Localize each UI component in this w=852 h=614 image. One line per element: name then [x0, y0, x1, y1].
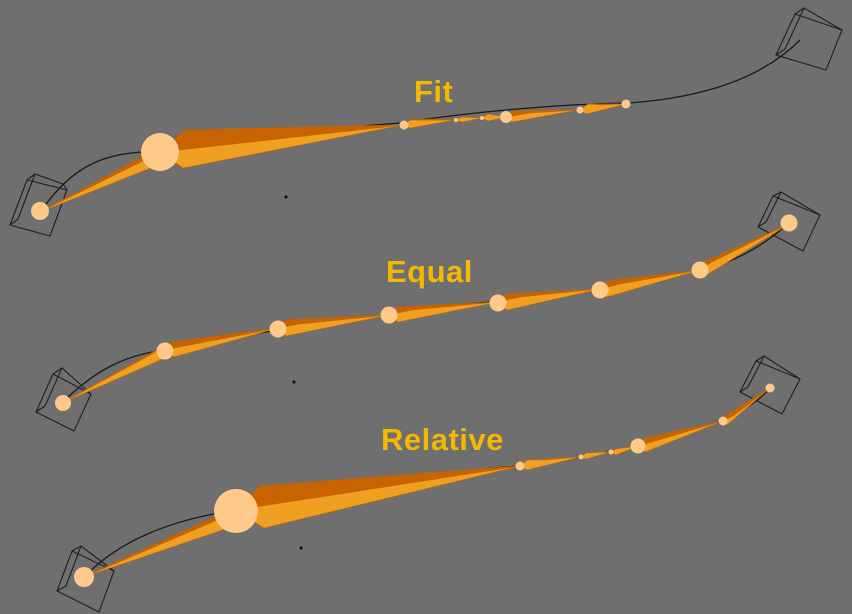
joint-sphere[interactable] [621, 99, 631, 109]
bone-chain-relative[interactable] [56, 355, 801, 613]
bone-chain-equal[interactable] [35, 191, 821, 432]
origin-dot-icon [299, 546, 303, 550]
joint-sphere[interactable] [630, 438, 646, 454]
joint-sphere[interactable] [399, 120, 409, 130]
joint-sphere[interactable] [591, 281, 609, 299]
joint-sphere[interactable] [500, 111, 512, 123]
chain-label-fit: Fit [414, 74, 454, 109]
joint-sphere[interactable] [269, 320, 287, 338]
bone[interactable] [579, 103, 627, 115]
empty-cube-icon[interactable] [757, 191, 821, 252]
bone-chain-fit[interactable] [9, 7, 843, 237]
empty-cube-icon[interactable] [56, 545, 115, 613]
joint-sphere[interactable] [454, 118, 458, 122]
joint-sphere[interactable] [576, 106, 584, 114]
origin-dot-icon [284, 195, 288, 199]
bone[interactable] [39, 149, 156, 213]
bone[interactable] [580, 451, 611, 460]
bone[interactable] [402, 119, 456, 129]
joint-sphere[interactable] [765, 383, 775, 393]
bone[interactable] [235, 465, 521, 511]
joint-sphere[interactable] [214, 489, 258, 533]
joint-sphere[interactable] [480, 116, 484, 120]
bone[interactable] [587, 103, 627, 106]
bone[interactable] [637, 420, 724, 447]
joint-sphere[interactable] [718, 416, 728, 426]
joint-sphere[interactable] [74, 567, 94, 587]
empty-cube-icon[interactable] [739, 355, 801, 415]
joint-sphere[interactable] [578, 454, 584, 460]
joint-sphere[interactable] [691, 261, 709, 279]
empty-cube-icon[interactable] [35, 367, 92, 432]
bone[interactable] [409, 118, 456, 121]
empty-cube-icon[interactable] [775, 7, 843, 71]
chain-label-equal: Equal [386, 254, 473, 289]
bone[interactable] [164, 327, 279, 351]
joint-sphere[interactable] [55, 395, 71, 411]
joint-sphere[interactable] [141, 133, 179, 171]
joint-sphere[interactable] [380, 306, 398, 324]
bone[interactable] [699, 223, 790, 277]
joint-sphere[interactable] [608, 449, 614, 455]
bone[interactable] [61, 347, 161, 404]
joint-sphere[interactable] [515, 461, 525, 471]
bone[interactable] [83, 509, 231, 578]
empty-cube-icon[interactable] [9, 173, 68, 237]
joint-sphere[interactable] [156, 342, 174, 360]
joint-sphere[interactable] [489, 294, 507, 312]
origin-dot-icon [292, 380, 296, 384]
joint-sphere[interactable] [31, 202, 49, 220]
joint-sphere[interactable] [780, 214, 798, 232]
bone[interactable] [455, 116, 483, 123]
bone[interactable] [526, 456, 581, 461]
chain-label-relative: Relative [381, 422, 504, 457]
